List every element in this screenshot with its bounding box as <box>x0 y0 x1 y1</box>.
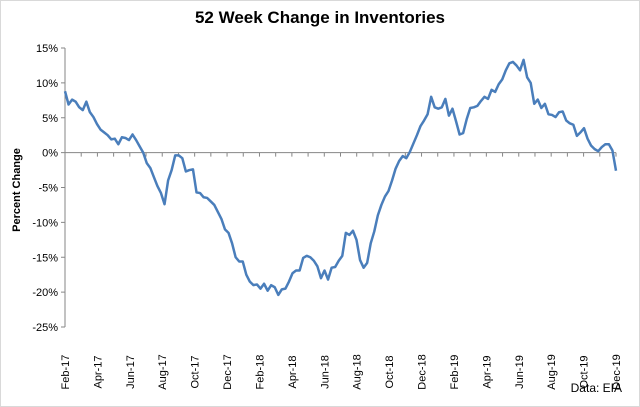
x-tick-label: Apr-19 <box>481 355 493 388</box>
x-tick-label: Oct-18 <box>384 355 396 388</box>
x-tick-label: Aug-19 <box>546 354 558 389</box>
series-line <box>63 58 618 297</box>
y-tick-label: 5% <box>42 113 58 125</box>
x-tick-label: Feb-19 <box>449 355 461 390</box>
x-tick-label: Feb-17 <box>60 355 72 390</box>
x-tick-label: Oct-17 <box>190 355 202 388</box>
y-tick-label: -20% <box>32 287 58 299</box>
source-note: Data: EIA <box>570 381 622 395</box>
x-tick-label: Apr-17 <box>92 355 104 388</box>
y-tick-label: 15% <box>36 43 58 55</box>
y-axis: 15% 10% 5% 0% -5% -10% -15% -20% -25% <box>32 43 66 334</box>
x-tick-label: Apr-18 <box>287 355 299 388</box>
x-tick-label: Feb-18 <box>254 355 266 390</box>
y-tick-label: -10% <box>32 217 58 229</box>
x-tick-label: Aug-18 <box>352 354 364 389</box>
y-tick-label: 10% <box>36 78 58 90</box>
y-tick-label: -5% <box>38 183 58 195</box>
y-tick-label: 0% <box>42 148 58 160</box>
chart-title: 52 Week Change in Inventories <box>194 8 446 27</box>
x-tick-label: Aug-17 <box>157 354 169 389</box>
x-axis: Feb-17 Apr-17 Jun-17 Aug-17 Oct-17 Dec-17 Feb-… <box>60 152 623 390</box>
x-tick-label: Jun-19 <box>514 355 526 389</box>
y-tick-label: -15% <box>32 252 58 264</box>
x-tick-label: Dec-18 <box>417 354 429 389</box>
x-tick-label: Dec-19 <box>611 354 623 389</box>
x-tick-label: Jun-18 <box>319 355 331 389</box>
plot-area <box>63 58 618 297</box>
x-tick-label: Dec-17 <box>222 354 234 389</box>
y-tick-label: -25% <box>32 322 58 334</box>
x-tick-label: Jun-17 <box>125 355 137 389</box>
x-tick-label: Oct-19 <box>579 355 591 388</box>
